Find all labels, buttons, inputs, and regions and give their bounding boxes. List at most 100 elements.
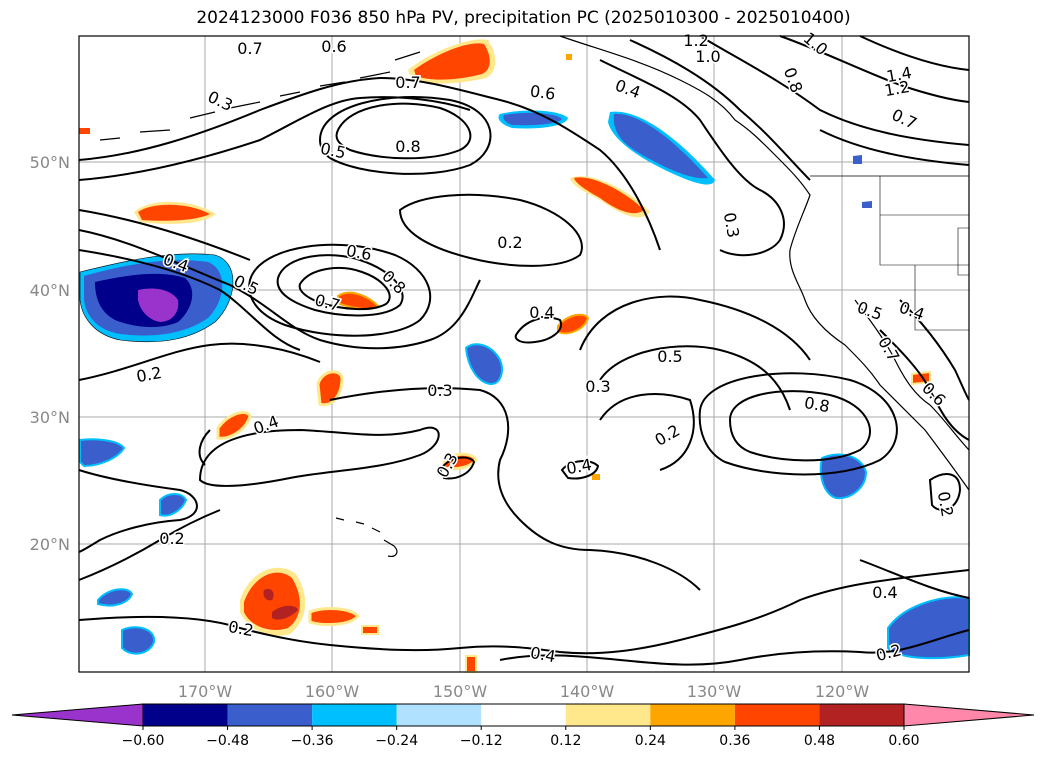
precip-blob [138, 288, 179, 322]
precip-blob [138, 204, 210, 221]
plot-frame [78, 35, 970, 673]
contour-label: 0.2 [135, 363, 163, 386]
precip-blob [316, 370, 344, 407]
contour-line [859, 35, 970, 71]
us-states-borders [879, 176, 970, 331]
contour-line [78, 229, 481, 350]
contour-label: 0.2 [159, 529, 184, 548]
colorbar-extend-min [11, 703, 144, 727]
lon-tick-label: 140°W [560, 682, 615, 701]
precip-blob [853, 155, 862, 164]
contour-label: 0.6 [529, 81, 557, 103]
contour-line [398, 193, 583, 267]
contour-line [78, 249, 301, 351]
contour-line [928, 473, 962, 511]
contour-line [698, 372, 898, 476]
precip-blob [464, 343, 503, 386]
contour-line [819, 129, 970, 166]
lon-tick-label: 160°W [305, 682, 360, 701]
precip-blob [97, 588, 134, 607]
precip-blob [263, 588, 274, 601]
colorbar-tick-label: −0.60 [122, 733, 165, 749]
colorbar-tick-label: −0.48 [206, 733, 249, 749]
lon-tick-label: 170°W [178, 682, 233, 701]
coastlines [99, 35, 970, 557]
contour-label: 0.3 [585, 377, 610, 396]
baja-coast [854, 299, 970, 451]
contour-label: 0.5 [657, 347, 682, 366]
precip-blob [361, 625, 379, 635]
precip-negative [79, 110, 970, 660]
contour-line [728, 390, 871, 462]
contour-label: 0.3 [720, 211, 743, 239]
contour-line [198, 429, 211, 466]
contour-line [335, 102, 472, 160]
precip-blob [308, 607, 361, 626]
colorbar-cell [734, 704, 820, 726]
plot-area: 0.7 0.60.70.30.5 0.80.6 0.41.21.0 1.00.8 1.41… [78, 27, 970, 673]
precip-blob [121, 626, 156, 655]
hawaii-islands [335, 517, 398, 557]
contour-line [699, 35, 970, 146]
precip-blob [465, 655, 477, 673]
contour-line [198, 426, 440, 487]
precip-blob [574, 177, 644, 214]
colorbar-cell [819, 704, 904, 726]
precip-blob [216, 411, 252, 440]
lat-tick-label: 20°N [30, 535, 70, 554]
colorbar-cell [312, 704, 397, 726]
precip-blob [613, 113, 708, 179]
contour-line [499, 629, 970, 666]
contour-line [859, 559, 970, 599]
contour-line [78, 76, 661, 251]
precip-blob [159, 493, 188, 517]
lon-tick-label: 150°W [433, 682, 488, 701]
contour-line [78, 342, 321, 381]
contour-line [78, 96, 471, 181]
contour-line [599, 345, 791, 411]
precip-blob [272, 605, 298, 620]
contour-line [78, 569, 970, 655]
colorbar-tick-label: −0.12 [460, 733, 503, 749]
contour-label: 0.6 [345, 241, 373, 264]
contour-label: 0.2 [497, 233, 522, 252]
colorbar-tick-label: −0.24 [375, 733, 418, 749]
contour-label: 0.7 [395, 73, 420, 92]
plot-background [79, 36, 969, 672]
colorbar: −0.60 −0.48 −0.36 −0.24 −0.12 0.12 0.24 0.36 0.4… [11, 703, 1035, 749]
colorbar-tick-label: 0.24 [635, 733, 666, 749]
contour-line [879, 329, 970, 441]
map-title: 2024123000 F036 850 hPa PV, precipitatio… [196, 8, 851, 28]
contour-line [899, 299, 970, 401]
colorbar-cell [227, 704, 313, 726]
precip-positive [79, 39, 931, 673]
pv-contours [78, 35, 970, 666]
colorbar-cell [143, 704, 228, 726]
contour-line [298, 267, 391, 311]
contour-label: 0.8 [395, 137, 420, 156]
precip-blob [79, 438, 126, 468]
colorbar-cell [650, 704, 735, 726]
lon-tick-label: 120°W [815, 682, 870, 701]
contour-label: 0.4 [529, 303, 554, 322]
contour-line [276, 254, 404, 317]
colorbar-tick-label: 0.48 [804, 733, 835, 749]
precip-blob [414, 43, 490, 80]
latitude-labels: 50°N 40°N 30°N 20°N [30, 153, 70, 554]
colorbar-tick-label: 0.36 [719, 733, 750, 749]
colorbar-cell [481, 704, 566, 726]
precip-blob [336, 291, 380, 311]
colorbar-outline [142, 703, 905, 727]
contour-line [599, 59, 785, 257]
contour-line [329, 387, 701, 591]
aleutian-islands [99, 51, 421, 141]
precip-blob [79, 128, 90, 134]
contour-label: 0.4 [529, 643, 557, 666]
contour-line [78, 469, 198, 553]
contour-line [78, 209, 251, 261]
contour-label: 0.3 [427, 381, 452, 400]
contour-line [560, 460, 600, 480]
contour-line [318, 96, 492, 175]
lat-tick-label: 40°N [30, 281, 70, 300]
